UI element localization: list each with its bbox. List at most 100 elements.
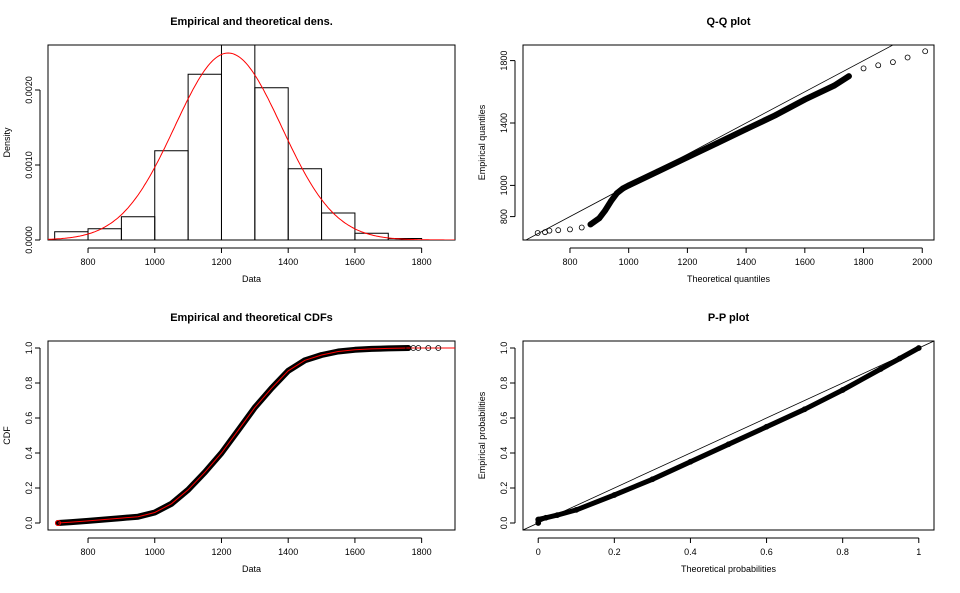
x-axis-label: Theoretical probabilities — [681, 564, 777, 574]
plot-frame — [522, 340, 935, 531]
y-tick-label: 0.0010 — [24, 151, 34, 179]
x-tick-label: 1800 — [854, 257, 874, 267]
qq-point — [860, 65, 867, 72]
pp-point — [573, 506, 580, 513]
cdf-point — [435, 345, 442, 351]
cdf-panel: 800 1000 1200 1400 1600 1800 0.0 0.2 0.4 0.6 0.8 1.… — [2, 312, 456, 574]
plot-frame — [47, 44, 456, 241]
pp-point-band — [535, 345, 922, 526]
qq-point — [831, 82, 838, 89]
y-tick-label: 1400 — [499, 113, 509, 133]
pp-point — [687, 458, 694, 465]
reference-line — [523, 341, 934, 530]
x-tick-label: 1 — [916, 547, 921, 557]
pp-point — [725, 441, 732, 448]
pp-point — [763, 423, 770, 430]
qq-point — [922, 48, 929, 55]
cdf-start-point — [55, 520, 62, 526]
y-tick-label: 800 — [499, 209, 509, 224]
x-tick-label: 1600 — [345, 257, 365, 267]
qq-point — [743, 126, 750, 133]
histogram-bar — [154, 150, 189, 240]
y-axis-label: CDF — [2, 426, 12, 445]
x-tick-label: 1400 — [736, 257, 756, 267]
cdf-point — [415, 345, 422, 351]
density-panel: 800 1000 1200 1400 1600 1800 0.0000 0.0010 0.002… — [2, 16, 456, 284]
histogram-bar — [254, 87, 289, 240]
x-tick-label: 1000 — [145, 547, 165, 557]
y-tick-label: 0.4 — [24, 447, 34, 460]
y-tick-label: 1.0 — [24, 342, 34, 355]
x-tick-label: 0 — [536, 547, 541, 557]
plot-frame — [47, 340, 456, 531]
y-tick-label: 0.2 — [499, 482, 509, 495]
qq-point — [567, 226, 573, 233]
qq-point — [772, 112, 779, 119]
histogram-bar — [321, 212, 356, 240]
histogram-bar — [220, 45, 256, 240]
x-tick-label: 800 — [81, 257, 96, 267]
x-tick-label: 2000 — [912, 257, 932, 267]
y-tick-label: 0.6 — [499, 412, 509, 425]
qq-point — [587, 221, 594, 228]
x-tick-label: 1400 — [278, 547, 298, 557]
plot-title: Q-Q plot — [707, 16, 751, 28]
qq-point-band — [587, 73, 852, 228]
qq-point — [534, 230, 541, 236]
qq-point — [602, 207, 609, 214]
x-axis-label: Data — [242, 564, 261, 574]
plot-title: P-P plot — [708, 312, 750, 324]
pp-point — [877, 366, 884, 372]
x-tick-label: 1000 — [145, 257, 165, 267]
x-tick-label: 0.2 — [608, 547, 621, 557]
qq-point — [801, 96, 808, 103]
histogram-bar — [187, 73, 222, 240]
qq-point — [614, 190, 620, 197]
histogram-bars — [54, 45, 423, 240]
x-tick-label: 0.8 — [836, 547, 849, 557]
density-curve — [48, 52, 455, 240]
y-tick-label: 0.0 — [24, 517, 34, 530]
plot-title: Empirical and theoretical dens. — [170, 16, 333, 28]
qq-point — [625, 182, 632, 189]
histogram-bar — [87, 228, 122, 240]
qq-point — [619, 185, 626, 192]
x-tick-label: 1600 — [345, 547, 365, 557]
y-tick-label: 0.2 — [24, 482, 34, 495]
pp-point — [839, 387, 846, 393]
qq-point — [890, 59, 896, 66]
x-tick-label: 1200 — [677, 257, 697, 267]
y-axis-label: Empirical probabilities — [477, 391, 487, 479]
plot-title: Empirical and theoretical CDFs — [170, 312, 333, 324]
pp-point — [896, 355, 903, 362]
y-axis-label: Empirical quantiles — [477, 104, 487, 180]
qq-point — [875, 62, 882, 69]
y-axis-label: Density — [2, 127, 12, 158]
pp-point — [554, 512, 561, 519]
qq-point — [555, 227, 562, 234]
pp-point — [611, 492, 618, 498]
pp-point — [535, 516, 542, 523]
qq-point — [608, 198, 614, 204]
y-tick-label: 1800 — [499, 51, 509, 71]
x-tick-label: 1400 — [278, 257, 298, 267]
qq-point — [578, 224, 585, 231]
y-tick-label: 0.0020 — [24, 76, 34, 104]
x-tick-label: 800 — [81, 547, 96, 557]
y-tick-label: 0.0 — [499, 517, 509, 530]
y-tick-label: 1000 — [499, 175, 509, 195]
x-tick-label: 1200 — [211, 547, 231, 557]
qq-point — [904, 54, 911, 61]
qq-point — [596, 215, 603, 222]
qq-point — [713, 140, 720, 147]
pp-point — [535, 520, 542, 526]
y-tick-label: 0.6 — [24, 412, 34, 425]
empirical-cdf — [55, 345, 412, 526]
plot-frame — [522, 44, 935, 241]
pp-point — [915, 345, 922, 351]
pp-panel: 0 0.2 0.4 0.6 0.8 1 0.0 0.2 0.4 0.6 0.8 1.0 P-P plot… — [477, 312, 935, 574]
qq-point — [655, 168, 661, 175]
y-tick-label: 0.8 — [24, 377, 34, 390]
y-tick-label: 0.0000 — [24, 226, 34, 254]
